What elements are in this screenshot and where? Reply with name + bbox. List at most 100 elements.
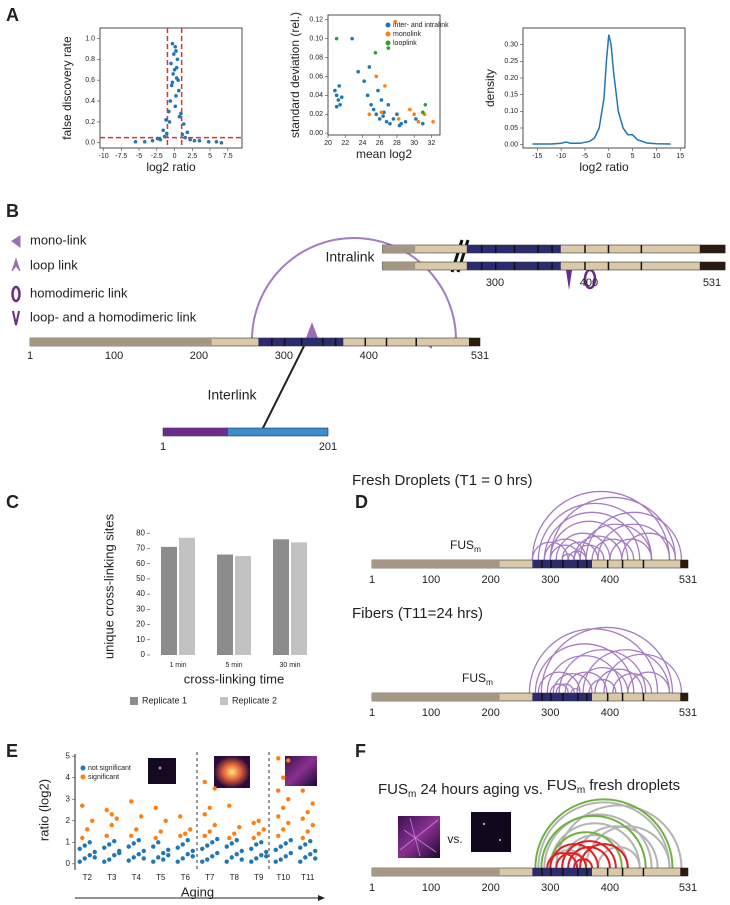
- point: [188, 137, 192, 142]
- legend-label: looplink: [393, 40, 417, 47]
- point: [239, 848, 244, 854]
- x-tick-label: 24: [359, 140, 367, 147]
- sequence-stripe: [642, 560, 645, 568]
- point: [334, 104, 339, 109]
- x-axis-label: Aging: [181, 884, 214, 899]
- crosslink-arc: [549, 831, 623, 869]
- y-tick-label: 0.6: [85, 77, 95, 84]
- sequence-stripe: [385, 338, 388, 346]
- point: [174, 76, 179, 80]
- point: [170, 80, 175, 85]
- bar: [291, 542, 307, 655]
- crosslink-arc: [534, 798, 674, 869]
- y-tick-label: 0.30: [504, 42, 518, 49]
- point: [251, 820, 256, 826]
- crosslink-arc: [546, 655, 623, 694]
- point: [286, 797, 291, 802]
- point: [303, 855, 308, 860]
- position-label: 400: [601, 707, 619, 719]
- point: [254, 856, 259, 861]
- point: [281, 805, 286, 811]
- point: [214, 139, 219, 144]
- crosslink-arc: [543, 813, 653, 869]
- position-label: 100: [105, 350, 123, 362]
- point: [386, 102, 391, 107]
- y-tick-label: 0.00: [504, 142, 518, 149]
- x-tick-label: 32: [427, 140, 435, 147]
- point: [300, 816, 305, 821]
- crosslink-arc: [537, 502, 653, 561]
- sequence-domain: [532, 693, 593, 701]
- micrograph: [471, 812, 511, 852]
- micrograph: [148, 758, 176, 784]
- point: [133, 139, 138, 144]
- point: [373, 50, 378, 55]
- y-tick-label: 30: [136, 604, 145, 613]
- point: [85, 827, 90, 832]
- y-tick-label: 50: [136, 574, 145, 583]
- position-label: 300: [541, 707, 559, 719]
- position-label: 1: [27, 350, 33, 362]
- sequence-stripe: [642, 868, 645, 876]
- y-tick-label: 40: [136, 589, 145, 598]
- x-tick-label: T10: [276, 873, 290, 882]
- x-axis-label: mean log2: [356, 147, 412, 161]
- homodimeric-symbol: [11, 285, 21, 303]
- crosslink-arc: [555, 532, 611, 561]
- x-tick-label: 5: [631, 153, 635, 160]
- x-tick-label: T9: [254, 873, 264, 882]
- plot-frame: [522, 27, 686, 149]
- point: [239, 857, 244, 862]
- point: [117, 850, 122, 856]
- x-tick-label: T8: [230, 873, 240, 882]
- point: [177, 114, 182, 119]
- point: [298, 845, 303, 850]
- point: [254, 842, 259, 847]
- point: [388, 121, 392, 126]
- crosslink-arc: [588, 678, 617, 694]
- micrograph: [214, 756, 250, 788]
- x-tick-label: T11: [301, 873, 315, 882]
- y-tick-label: 0.06: [309, 73, 323, 80]
- sequence-stripe: [551, 262, 553, 270]
- sequence-stripe: [606, 560, 609, 568]
- legend-label: significant: [88, 774, 119, 781]
- crosslink-arc: [621, 532, 677, 561]
- point: [178, 814, 183, 819]
- y-tick-label: 20: [136, 620, 145, 629]
- point: [109, 812, 114, 817]
- point: [161, 857, 166, 862]
- sequence-domain: [30, 338, 212, 346]
- point: [367, 112, 372, 117]
- y-tick-label: 5: [66, 751, 71, 760]
- x-axis-label: cross-linking time: [184, 671, 284, 686]
- legend-symbols: [11, 235, 21, 326]
- point: [273, 859, 278, 864]
- point: [200, 859, 205, 864]
- point: [173, 104, 178, 109]
- point: [334, 93, 339, 98]
- point: [131, 841, 136, 846]
- sequence-stripe: [606, 868, 609, 876]
- y-tick-label: 0: [141, 650, 146, 659]
- point: [192, 138, 197, 143]
- sequence-stripe: [606, 693, 609, 701]
- loop-link-mark: [306, 322, 318, 338]
- point: [174, 49, 178, 53]
- point: [276, 788, 281, 793]
- sequence-domain: [372, 560, 500, 568]
- crosslink-arc: [585, 511, 683, 561]
- point: [234, 851, 239, 857]
- point: [197, 138, 202, 143]
- x-tick-label: 30: [410, 140, 418, 147]
- inset-loop-mark: [566, 270, 572, 290]
- point: [202, 833, 207, 839]
- point: [386, 46, 391, 50]
- legend-label: loop- and a homodimeric link: [30, 309, 197, 324]
- sequence-stripe: [621, 693, 624, 701]
- protein-label: FUSm: [450, 538, 481, 554]
- crosslink-arc: [573, 544, 605, 561]
- fiber-strands: [399, 817, 439, 857]
- point: [162, 134, 167, 139]
- crosslink-arc: [549, 544, 581, 561]
